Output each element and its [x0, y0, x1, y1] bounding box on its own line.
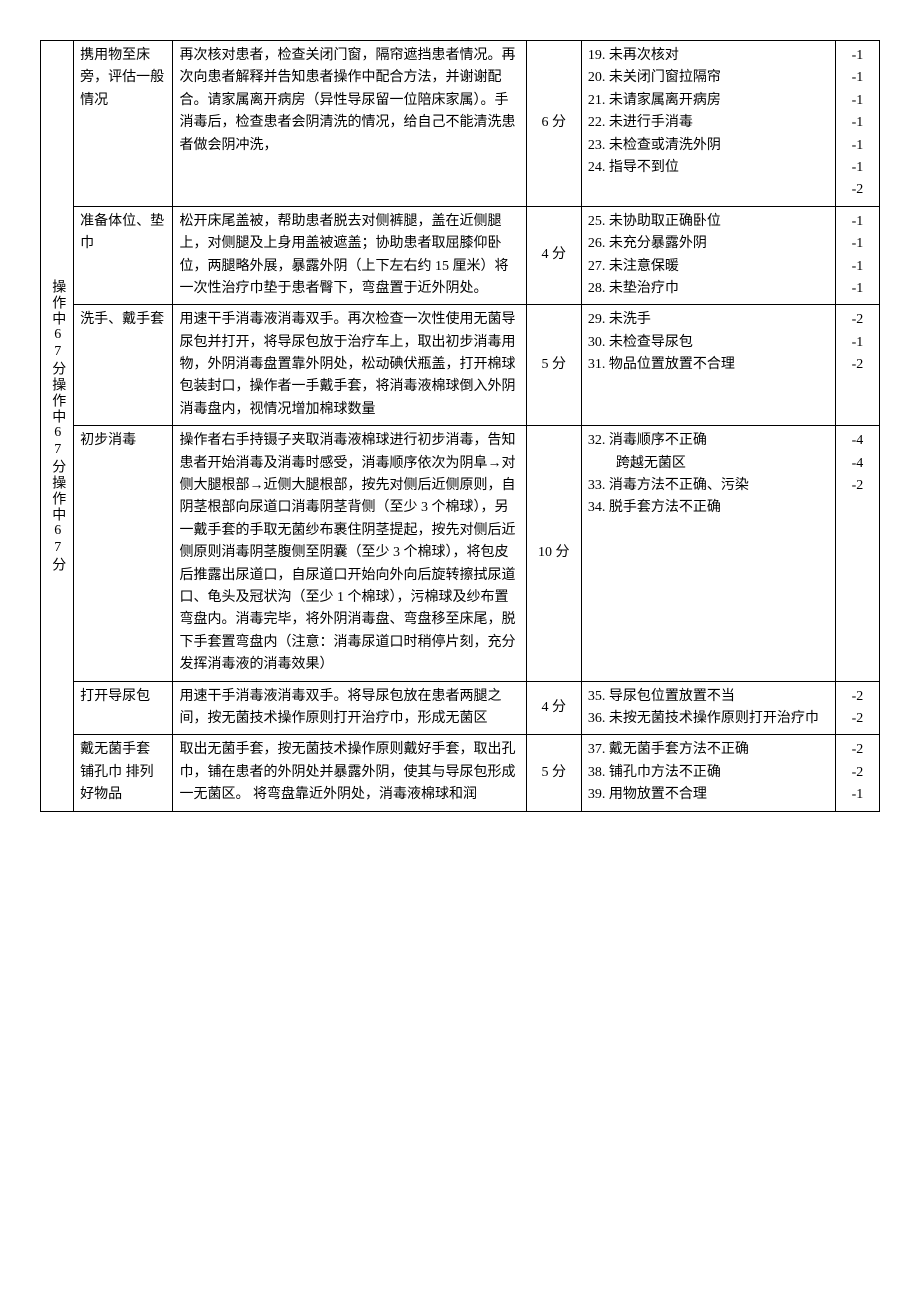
neg-value: -1: [842, 211, 873, 233]
group-label: 操作中67分操作中67分操作中67分: [41, 41, 74, 812]
step-cell: 准备体位、垫巾: [74, 206, 173, 305]
deduction-item: 27. 未注意保暖: [588, 256, 829, 278]
scoring-table: 操作中67分操作中67分操作中67分携用物至床旁，评估一般情况再次核对患者，检查…: [40, 40, 880, 812]
score-cell: 10 分: [526, 426, 581, 681]
table-row: 操作中67分操作中67分操作中67分携用物至床旁，评估一般情况再次核对患者，检查…: [41, 41, 880, 207]
neg-cell: -2-1-2: [835, 305, 879, 426]
deduction-item: 25. 未协助取正确卧位: [588, 211, 829, 233]
deduction-item: 26. 未充分暴露外阴: [588, 233, 829, 255]
score-cell: 6 分: [526, 41, 581, 207]
neg-value: -2: [842, 762, 873, 784]
deduction-cell: 35. 导尿包位置放置不当36. 未按无菌技术操作原则打开治疗巾: [581, 681, 835, 735]
neg-cell: -4-4-2: [835, 426, 879, 681]
deduction-item: 31. 物品位置放置不合理: [588, 354, 829, 376]
deduction-item: 20. 未关闭门窗拉隔帘: [588, 67, 829, 89]
table-row: 打开导尿包用速干手消毒液消毒双手。将导尿包放在患者两腿之间，按无菌技术操作原则打…: [41, 681, 880, 735]
neg-value: -1: [842, 278, 873, 300]
deduction-item: 36. 未按无菌技术操作原则打开治疗巾: [588, 708, 829, 730]
step-cell: 携用物至床旁，评估一般情况: [74, 41, 173, 207]
deduction-item: 30. 未检查导尿包: [588, 332, 829, 354]
neg-value: -1: [842, 135, 873, 157]
deduction-item: 22. 未进行手消毒: [588, 112, 829, 134]
desc-cell: 再次核对患者，检查关闭门窗，隔帘遮挡患者情况。再次向患者解释并告知患者操作中配合…: [173, 41, 526, 207]
score-cell: 5 分: [526, 305, 581, 426]
deduction-cell: 19. 未再次核对20. 未关闭门窗拉隔帘21. 未请家属离开病房22. 未进行…: [581, 41, 835, 207]
neg-value: -1: [842, 90, 873, 112]
deduction-item: 29. 未洗手: [588, 309, 829, 331]
deduction-item: 23. 未检查或清洗外阴: [588, 135, 829, 157]
table-row: 初步消毒操作者右手持镊子夹取消毒液棉球进行初步消毒，告知患者开始消毒及消毒时感受…: [41, 426, 880, 681]
neg-value: -2: [842, 475, 873, 497]
deduction-item: 38. 铺孔巾方法不正确: [588, 762, 829, 784]
step-cell: 戴无菌手套 铺孔巾 排列好物品: [74, 735, 173, 811]
deduction-item: 跨越无菌区: [588, 453, 829, 475]
neg-value: -2: [842, 739, 873, 761]
deduction-cell: 29. 未洗手30. 未检查导尿包31. 物品位置放置不合理: [581, 305, 835, 426]
step-cell: 初步消毒: [74, 426, 173, 681]
deduction-item: 35. 导尿包位置放置不当: [588, 686, 829, 708]
neg-value: -1: [842, 45, 873, 67]
neg-value: -2: [842, 686, 873, 708]
deduction-item: 19. 未再次核对: [588, 45, 829, 67]
deduction-item: 28. 未垫治疗巾: [588, 278, 829, 300]
deduction-item: 39. 用物放置不合理: [588, 784, 829, 806]
score-cell: 5 分: [526, 735, 581, 811]
step-cell: 洗手、戴手套: [74, 305, 173, 426]
deduction-item: 24. 指导不到位: [588, 157, 829, 179]
neg-value: -1: [842, 332, 873, 354]
deduction-item: 34. 脱手套方法不正确: [588, 497, 829, 519]
deduction-item: 32. 消毒顺序不正确: [588, 430, 829, 452]
table-row: 准备体位、垫巾松开床尾盖被，帮助患者脱去对侧裤腿，盖在近侧腿上，对侧腿及上身用盖…: [41, 206, 880, 305]
score-cell: 4 分: [526, 206, 581, 305]
table-row: 戴无菌手套 铺孔巾 排列好物品取出无菌手套，按无菌技术操作原则戴好手套，取出孔巾…: [41, 735, 880, 811]
neg-value: -1: [842, 67, 873, 89]
desc-cell: 取出无菌手套，按无菌技术操作原则戴好手套，取出孔巾，铺在患者的外阴处并暴露外阴，…: [173, 735, 526, 811]
desc-cell: 松开床尾盖被，帮助患者脱去对侧裤腿，盖在近侧腿上，对侧腿及上身用盖被遮盖；协助患…: [173, 206, 526, 305]
desc-cell: 用速干手消毒液消毒双手。将导尿包放在患者两腿之间，按无菌技术操作原则打开治疗巾，…: [173, 681, 526, 735]
neg-value: -1: [842, 233, 873, 255]
neg-value: -2: [842, 179, 873, 201]
neg-cell: -2-2: [835, 681, 879, 735]
neg-value: -1: [842, 112, 873, 134]
neg-value: -2: [842, 309, 873, 331]
desc-cell: 操作者右手持镊子夹取消毒液棉球进行初步消毒，告知患者开始消毒及消毒时感受，消毒顺…: [173, 426, 526, 681]
deduction-item: 21. 未请家属离开病房: [588, 90, 829, 112]
deduction-cell: 37. 戴无菌手套方法不正确38. 铺孔巾方法不正确39. 用物放置不合理: [581, 735, 835, 811]
neg-cell: -1-1-1-1: [835, 206, 879, 305]
deduction-cell: 32. 消毒顺序不正确 跨越无菌区33. 消毒方法不正确、污染34. 脱手套方法…: [581, 426, 835, 681]
neg-value: -1: [842, 157, 873, 179]
deduction-cell: 25. 未协助取正确卧位26. 未充分暴露外阴27. 未注意保暖28. 未垫治疗…: [581, 206, 835, 305]
neg-value: -2: [842, 708, 873, 730]
desc-cell: 用速干手消毒液消毒双手。再次检查一次性使用无菌导尿包并打开，将导尿包放于治疗车上…: [173, 305, 526, 426]
neg-cell: -2-2-1: [835, 735, 879, 811]
step-cell: 打开导尿包: [74, 681, 173, 735]
neg-value: -2: [842, 354, 873, 376]
score-cell: 4 分: [526, 681, 581, 735]
neg-value: -1: [842, 256, 873, 278]
deduction-item: 33. 消毒方法不正确、污染: [588, 475, 829, 497]
deduction-item: 37. 戴无菌手套方法不正确: [588, 739, 829, 761]
table-row: 洗手、戴手套用速干手消毒液消毒双手。再次检查一次性使用无菌导尿包并打开，将导尿包…: [41, 305, 880, 426]
neg-value: -4: [842, 453, 873, 475]
neg-cell: -1-1-1-1-1-1-2: [835, 41, 879, 207]
neg-value: -1: [842, 784, 873, 806]
neg-value: -4: [842, 430, 873, 452]
